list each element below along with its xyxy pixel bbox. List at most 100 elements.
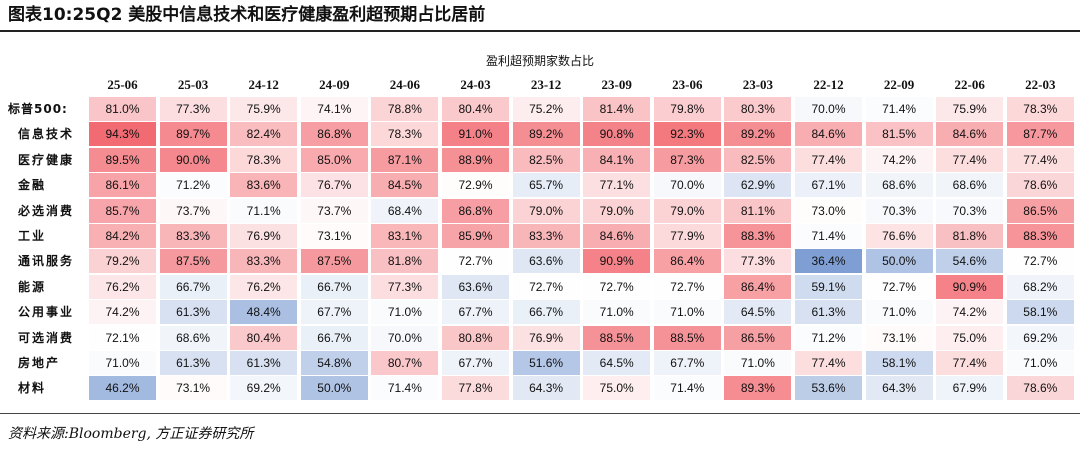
heatmap-cell: 66.7% — [300, 325, 368, 350]
heatmap-cell: 85.9% — [442, 224, 509, 248]
heatmap-cell: 74.2% — [89, 300, 156, 325]
heatmap-cell: 77.4% — [1006, 147, 1074, 172]
heatmap-cell: 78.6% — [1006, 376, 1074, 401]
column-header: 24-09 — [319, 77, 350, 92]
heatmap-cell: 73.1% — [865, 325, 933, 350]
heatmap-cell: 62.9% — [724, 173, 792, 198]
heatmap-cell: 75.2% — [512, 97, 580, 121]
heatmap-cell: 71.0% — [1006, 351, 1074, 375]
heatmap-cell: 70.0% — [653, 173, 721, 198]
row-label: 通讯服务 — [18, 254, 75, 269]
heatmap-cell: 61.3% — [795, 300, 862, 325]
heatmap-cell: 88.5% — [653, 325, 721, 350]
heatmap-cell: 78.3% — [230, 147, 298, 172]
heatmap-cell: 72.9% — [442, 173, 509, 198]
heatmap-cell: 87.5% — [300, 249, 368, 274]
heatmap-cell: 51.6% — [512, 351, 580, 375]
heatmap-cell: 83.6% — [230, 173, 298, 198]
heatmap-cell: 61.3% — [159, 300, 227, 325]
row-label: 工业 — [18, 229, 47, 243]
heatmap-cell: 90.9% — [583, 249, 651, 274]
column-header: 22-12 — [813, 77, 844, 92]
heatmap-cell: 71.2% — [795, 325, 862, 350]
heatmap-cell: 86.4% — [724, 274, 792, 299]
column-header: 25-03 — [177, 77, 209, 92]
row-label: 能源 — [18, 279, 47, 294]
heatmap-cell: 89.7% — [159, 122, 227, 147]
heatmap-cell: 68.6% — [936, 173, 1004, 198]
heatmap-cell: 72.7% — [1006, 249, 1074, 274]
heatmap-cell: 70.0% — [371, 325, 439, 350]
heatmap-cell: 67.7% — [442, 351, 509, 375]
heatmap-cell: 61.3% — [230, 351, 298, 375]
heatmap-cell: 83.3% — [230, 249, 298, 274]
heatmap-cell: 88.9% — [442, 147, 509, 172]
heatmap-cell: 77.3% — [724, 249, 792, 274]
heatmap-cell: 70.3% — [865, 198, 933, 223]
heatmap-cell: 50.0% — [865, 249, 933, 274]
heatmap-cell: 54.6% — [936, 249, 1004, 274]
heatmap-cell: 80.4% — [442, 97, 509, 121]
heatmap-cell: 68.2% — [1006, 274, 1074, 299]
heatmap-cell: 87.5% — [159, 249, 227, 274]
heatmap-cell: 71.0% — [653, 300, 721, 325]
row-label: 金融 — [18, 178, 47, 193]
heatmap-cell: 53.6% — [795, 376, 862, 401]
heatmap-cell: 86.8% — [442, 198, 509, 223]
row-label: 必选消费 — [18, 203, 75, 218]
heatmap-cell: 86.5% — [1006, 198, 1074, 223]
heatmap-cell: 81.0% — [89, 97, 156, 121]
heatmap-cell: 72.7% — [583, 274, 651, 299]
heatmap-cell: 82.5% — [512, 147, 580, 172]
row-label: 公用事业 — [18, 305, 75, 320]
heatmap-cell: 76.7% — [300, 173, 368, 198]
heatmap-cell: 84.6% — [795, 122, 862, 147]
heatmap-cell: 90.8% — [583, 122, 651, 147]
heatmap-cell: 79.2% — [89, 249, 156, 274]
heatmap-cell: 81.1% — [724, 198, 792, 223]
heatmap-cell: 68.6% — [159, 325, 227, 350]
heatmap-cell: 92.3% — [653, 122, 721, 147]
row-label: 医疗健康 — [18, 152, 75, 167]
heatmap-cell: 84.6% — [936, 122, 1004, 147]
heatmap-cell: 71.0% — [865, 300, 933, 325]
heatmap-cell: 85.0% — [300, 147, 368, 172]
heatmap-cell: 80.8% — [442, 325, 509, 350]
row-label: 标普500: — [8, 102, 68, 116]
heatmap-cell: 36.4% — [795, 249, 862, 274]
heatmap-cell: 76.6% — [865, 224, 933, 248]
heatmap-cell: 89.2% — [512, 122, 580, 147]
heatmap-cell: 89.5% — [89, 147, 156, 172]
heatmap-cell: 75.9% — [230, 97, 298, 121]
heatmap-cell: 86.5% — [724, 325, 792, 350]
heatmap-cell: 86.4% — [653, 249, 721, 274]
heatmap-cell: 69.2% — [230, 376, 298, 401]
heatmap-cell: 87.3% — [653, 147, 721, 172]
heatmap-cell: 76.9% — [512, 325, 580, 350]
heatmap-cell: 48.4% — [230, 300, 298, 325]
heatmap-cell: 78.6% — [1006, 173, 1074, 198]
heatmap-cell: 74.1% — [300, 97, 368, 121]
heatmap-cell: 77.4% — [795, 147, 862, 172]
heatmap-cell: 72.7% — [442, 249, 509, 274]
heatmap-cell: 79.0% — [653, 198, 721, 223]
source-divider — [0, 413, 1080, 414]
heatmap-cell: 61.3% — [159, 351, 227, 375]
heatmap-cell: 68.4% — [371, 198, 439, 223]
column-header: 22-06 — [954, 77, 985, 92]
column-header: 22-09 — [883, 77, 915, 92]
heatmap-cell: 64.3% — [512, 376, 580, 401]
heatmap-cell: 66.7% — [159, 274, 227, 299]
heatmap-cell: 94.3% — [89, 122, 156, 147]
heatmap-cell: 81.8% — [371, 249, 439, 274]
column-header: 23-03 — [742, 77, 774, 92]
column-header: 23-12 — [530, 77, 562, 92]
heatmap-cell: 75.0% — [583, 376, 651, 401]
heatmap-cell: 91.0% — [442, 122, 509, 147]
row-label: 材料 — [18, 381, 47, 396]
heatmap-cell: 77.1% — [583, 173, 651, 198]
title-divider — [0, 30, 1080, 32]
heatmap-cell: 65.7% — [512, 173, 580, 198]
heatmap-cell: 73.1% — [159, 376, 227, 401]
heatmap-cell: 71.0% — [89, 351, 156, 375]
